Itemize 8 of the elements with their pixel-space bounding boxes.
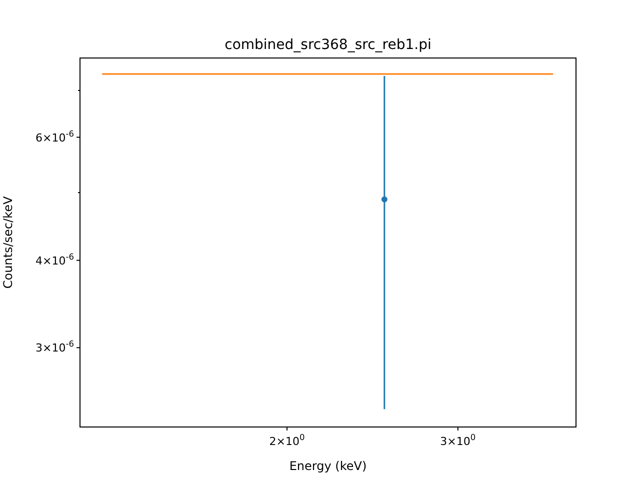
x-tick-label: 3×10$^{0}$ (440, 432, 476, 448)
y-tick-label: 6×10$^{-6}$ (36, 128, 74, 144)
y-tick-label: 3×10$^{-6}$ (36, 338, 74, 355)
y-tick-label: 4×10$^{-6}$ (36, 251, 74, 268)
x-axis-title: Energy (keV) (289, 459, 367, 473)
chart-title: combined_src368_src_reb1.pi (224, 37, 432, 53)
x-tick-label: 2×10$^{0}$ (269, 432, 305, 448)
y-axis-title: Counts/sec/keV (1, 196, 15, 289)
